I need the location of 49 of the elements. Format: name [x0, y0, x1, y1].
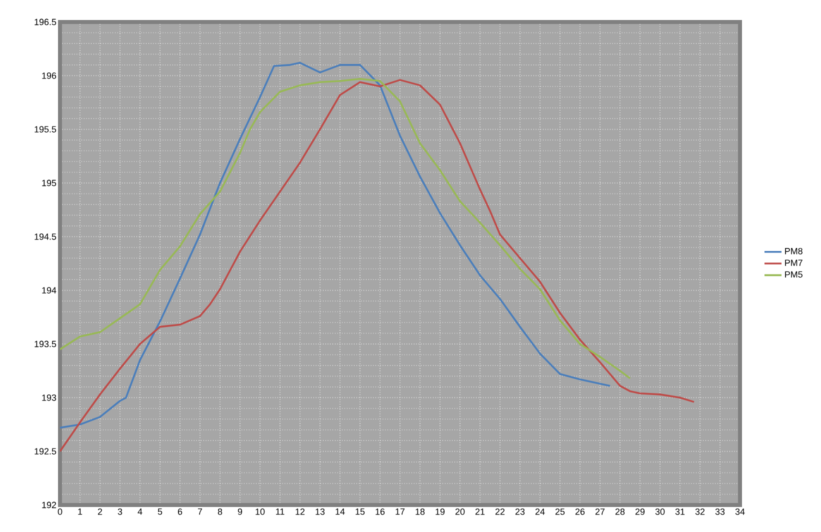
x-tick-label: 25 — [555, 508, 565, 515]
x-tick-label: 8 — [218, 508, 222, 515]
x-tick-label: 2 — [98, 508, 102, 515]
x-tick-label: 26 — [575, 508, 585, 515]
x-tick-label: 15 — [356, 508, 365, 515]
x-tick-label: 23 — [515, 508, 525, 515]
x-tick-label: 21 — [475, 508, 485, 515]
x-tick-label: 0 — [58, 508, 62, 515]
x-tick-label: 34 — [735, 508, 745, 515]
x-tick-label: 12 — [296, 508, 305, 515]
y-tick-label: 196.5 — [34, 18, 56, 26]
x-tick-label: 11 — [276, 508, 284, 515]
y-tick-label: 193 — [42, 394, 56, 401]
x-tick-label: 22 — [495, 508, 505, 515]
y-tick-label: 194 — [42, 287, 56, 294]
y-tick-label: 192.5 — [34, 448, 56, 454]
x-tick-label: 20 — [455, 508, 465, 515]
legend-label: PM8 — [785, 248, 802, 254]
y-tick-label: 196 — [42, 72, 56, 79]
y-tick-label: 194.5 — [34, 233, 56, 240]
x-tick-label: 18 — [416, 508, 425, 515]
x-tick-label: 14 — [336, 508, 345, 515]
x-tick-label: 19 — [436, 508, 445, 515]
y-tick-label: 195.5 — [34, 126, 56, 132]
x-tick-label: 5 — [158, 508, 162, 515]
x-tick-label: 32 — [695, 508, 705, 515]
x-tick-label: 33 — [715, 508, 725, 515]
y-tick-label: 195 — [42, 180, 56, 186]
legend-label: PM5 — [785, 271, 802, 278]
x-tick-label: 27 — [595, 508, 605, 515]
x-tick-label: 24 — [535, 508, 545, 515]
x-tick-label: 1 — [78, 508, 82, 515]
y-tick-label: 193.5 — [34, 340, 56, 348]
x-tick-label: 30 — [655, 508, 665, 515]
x-tick-label: 28 — [615, 508, 625, 515]
x-tick-label: 3 — [118, 508, 122, 515]
line-series — [60, 62, 611, 429]
x-tick-label: 13 — [316, 508, 325, 515]
x-tick-label: 17 — [396, 508, 405, 515]
legend-label: PM7 — [785, 260, 802, 266]
x-tick-label: 7 — [198, 508, 202, 515]
x-tick-label: 31 — [675, 508, 685, 515]
x-tick-label: 4 — [138, 508, 142, 515]
x-tick-label: 16 — [376, 508, 385, 515]
y-tick-label: 192 — [42, 502, 56, 508]
x-tick-label: 9 — [238, 508, 242, 515]
x-tick-label: 6 — [178, 508, 182, 515]
x-tick-label: 10 — [256, 508, 265, 515]
x-tick-label: 29 — [635, 508, 645, 515]
